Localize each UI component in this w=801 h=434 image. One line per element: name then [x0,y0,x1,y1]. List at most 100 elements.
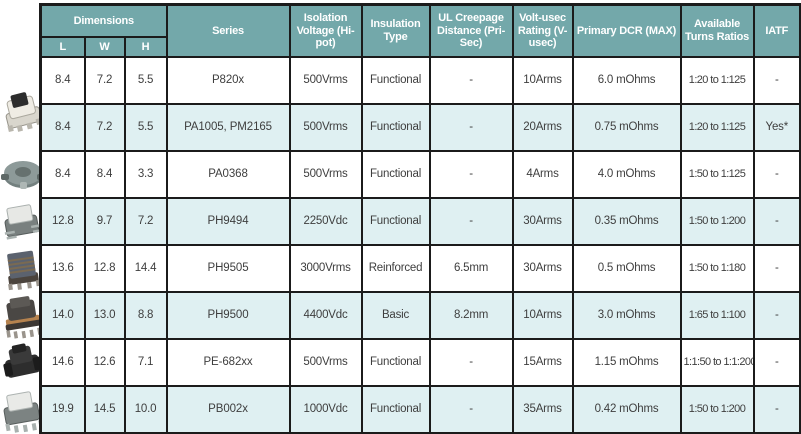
cell-turns: 1:65 to 1:100 [679,291,755,340]
col-header-ul-creepage: UL Creepage Distance (Pri-Sec) [428,3,514,58]
cell-w: 12.8 [83,244,126,293]
cell-series: PH9505 [165,244,291,293]
cell-insulation: Functional [360,338,431,387]
cell-volt-usec: 30Arms [511,197,574,246]
cell-dcr: 4.0 mOhms [571,150,682,199]
col-header-l: L [39,36,86,58]
table-row: 12.8 9.7 7.2 PH9494 2250Vdc Functional -… [39,197,801,246]
cell-volt-usec: 10Arms [511,291,574,340]
cell-turns: 1:20 to 1:125 [679,103,755,152]
product-photo-smd-transformer-icon [0,197,46,245]
col-header-volt-usec: Volt-usec Rating (V-usec) [511,3,574,58]
col-header-dimensions: Dimensions [39,3,168,38]
cell-creepage: - [428,197,514,246]
cell-turns: 1:50 to 1:200 [679,197,755,246]
table-row: 14.6 12.6 7.1 PE-682xx 500Vrms Functiona… [39,338,801,387]
cell-l: 14.6 [39,338,86,387]
table-row: 13.6 12.8 14.4 PH9505 3000Vrms Reinforce… [39,244,801,293]
cell-turns: 1:50 to 1:180 [679,244,755,293]
cell-creepage: - [428,103,514,152]
cell-series: PA1005, PM2165 [165,103,291,152]
cell-l: 12.8 [39,197,86,246]
cell-w: 8.4 [83,150,126,199]
cell-insulation: Reinforced [360,244,431,293]
cell-h: 5.5 [123,103,168,152]
cell-dcr: 0.35 mOhms [571,197,682,246]
product-photo-toroid-icon [0,152,46,200]
cell-h: 3.3 [123,150,168,199]
cell-dcr: 1.15 mOhms [571,338,682,387]
cell-creepage: - [428,150,514,199]
cell-h: 8.8 [123,291,168,340]
cell-series: P820x [165,56,291,105]
cell-isolation: 4400Vdc [288,291,363,340]
cell-creepage: - [428,56,514,105]
cell-l: 13.6 [39,244,86,293]
cell-insulation: Functional [360,197,431,246]
cell-w: 7.2 [83,103,126,152]
cell-isolation: 2250Vdc [288,197,363,246]
cell-isolation: 500Vrms [288,56,363,105]
product-photo-smd-transformer-icon [0,86,46,134]
cell-turns: 1:50 to 1:200 [679,385,755,434]
cell-volt-usec: 15Arms [511,338,574,387]
cell-h: 14.4 [123,244,168,293]
cell-series: PB002x [165,385,291,434]
cell-insulation: Functional [360,150,431,199]
cell-volt-usec: 4Arms [511,150,574,199]
cell-iatf: - [752,150,801,199]
cell-dcr: 0.5 mOhms [571,244,682,293]
table-row: 19.9 14.5 10.0 PB002x 1000Vdc Functional… [39,385,801,434]
cell-series: PH9494 [165,197,291,246]
table-row: 8.4 8.4 3.3 PA0368 500Vrms Functional - … [39,150,801,199]
product-photo-laminated-transformer-icon [0,244,46,292]
cell-h: 10.0 [123,385,168,434]
cell-turns: 1:50 to 1:125 [679,150,755,199]
cell-volt-usec: 10Arms [511,56,574,105]
cell-creepage: 6.5mm [428,244,514,293]
cell-w: 12.6 [83,338,126,387]
cell-iatf: - [752,385,801,434]
cell-isolation: 500Vrms [288,338,363,387]
cell-isolation: 500Vrms [288,103,363,152]
cell-turns: 1:20 to 1:125 [679,56,755,105]
col-header-iatf: IATF [752,3,801,58]
cell-w: 14.5 [83,385,126,434]
cell-isolation: 500Vrms [288,150,363,199]
cell-iatf: - [752,291,801,340]
cell-l: 19.9 [39,385,86,434]
product-photo-copper-stack-transformer-icon [0,291,46,339]
cell-dcr: 6.0 mOhms [571,56,682,105]
col-header-isolation-voltage: Isolation Voltage (Hi-pot) [288,3,363,58]
product-photo-black-transformer-icon [0,339,46,387]
cell-series: PA0368 [165,150,291,199]
cell-dcr: 0.42 mOhms [571,385,682,434]
cell-iatf: - [752,56,801,105]
table-row: 14.0 13.0 8.8 PH9500 4400Vdc Basic 8.2mm… [39,291,801,340]
cell-h: 7.1 [123,338,168,387]
cell-dcr: 3.0 mOhms [571,291,682,340]
cell-w: 7.2 [83,56,126,105]
table-header: Dimensions Series Isolation Voltage (Hi-… [39,3,801,58]
cell-volt-usec: 35Arms [511,385,574,434]
cell-creepage: - [428,385,514,434]
cell-series: PE-682xx [165,338,291,387]
cell-insulation: Functional [360,385,431,434]
cell-insulation: Basic [360,291,431,340]
cell-creepage: 8.2mm [428,291,514,340]
cell-insulation: Functional [360,56,431,105]
col-header-insulation-type: Insulation Type [360,3,431,58]
cell-volt-usec: 20Arms [511,103,574,152]
cell-h: 7.2 [123,197,168,246]
cell-l: 8.4 [39,150,86,199]
cell-series: PH9500 [165,291,291,340]
col-header-series: Series [165,3,291,58]
cell-volt-usec: 30Arms [511,244,574,293]
cell-turns: 1:1:50 to 1:1:200 [679,338,755,387]
cell-w: 9.7 [83,197,126,246]
cell-dcr: 0.75 mOhms [571,103,682,152]
cell-iatf: Yes* [752,103,801,152]
cell-isolation: 3000Vrms [288,244,363,293]
cell-iatf: - [752,244,801,293]
col-header-primary-dcr: Primary DCR (MAX) [571,3,682,58]
